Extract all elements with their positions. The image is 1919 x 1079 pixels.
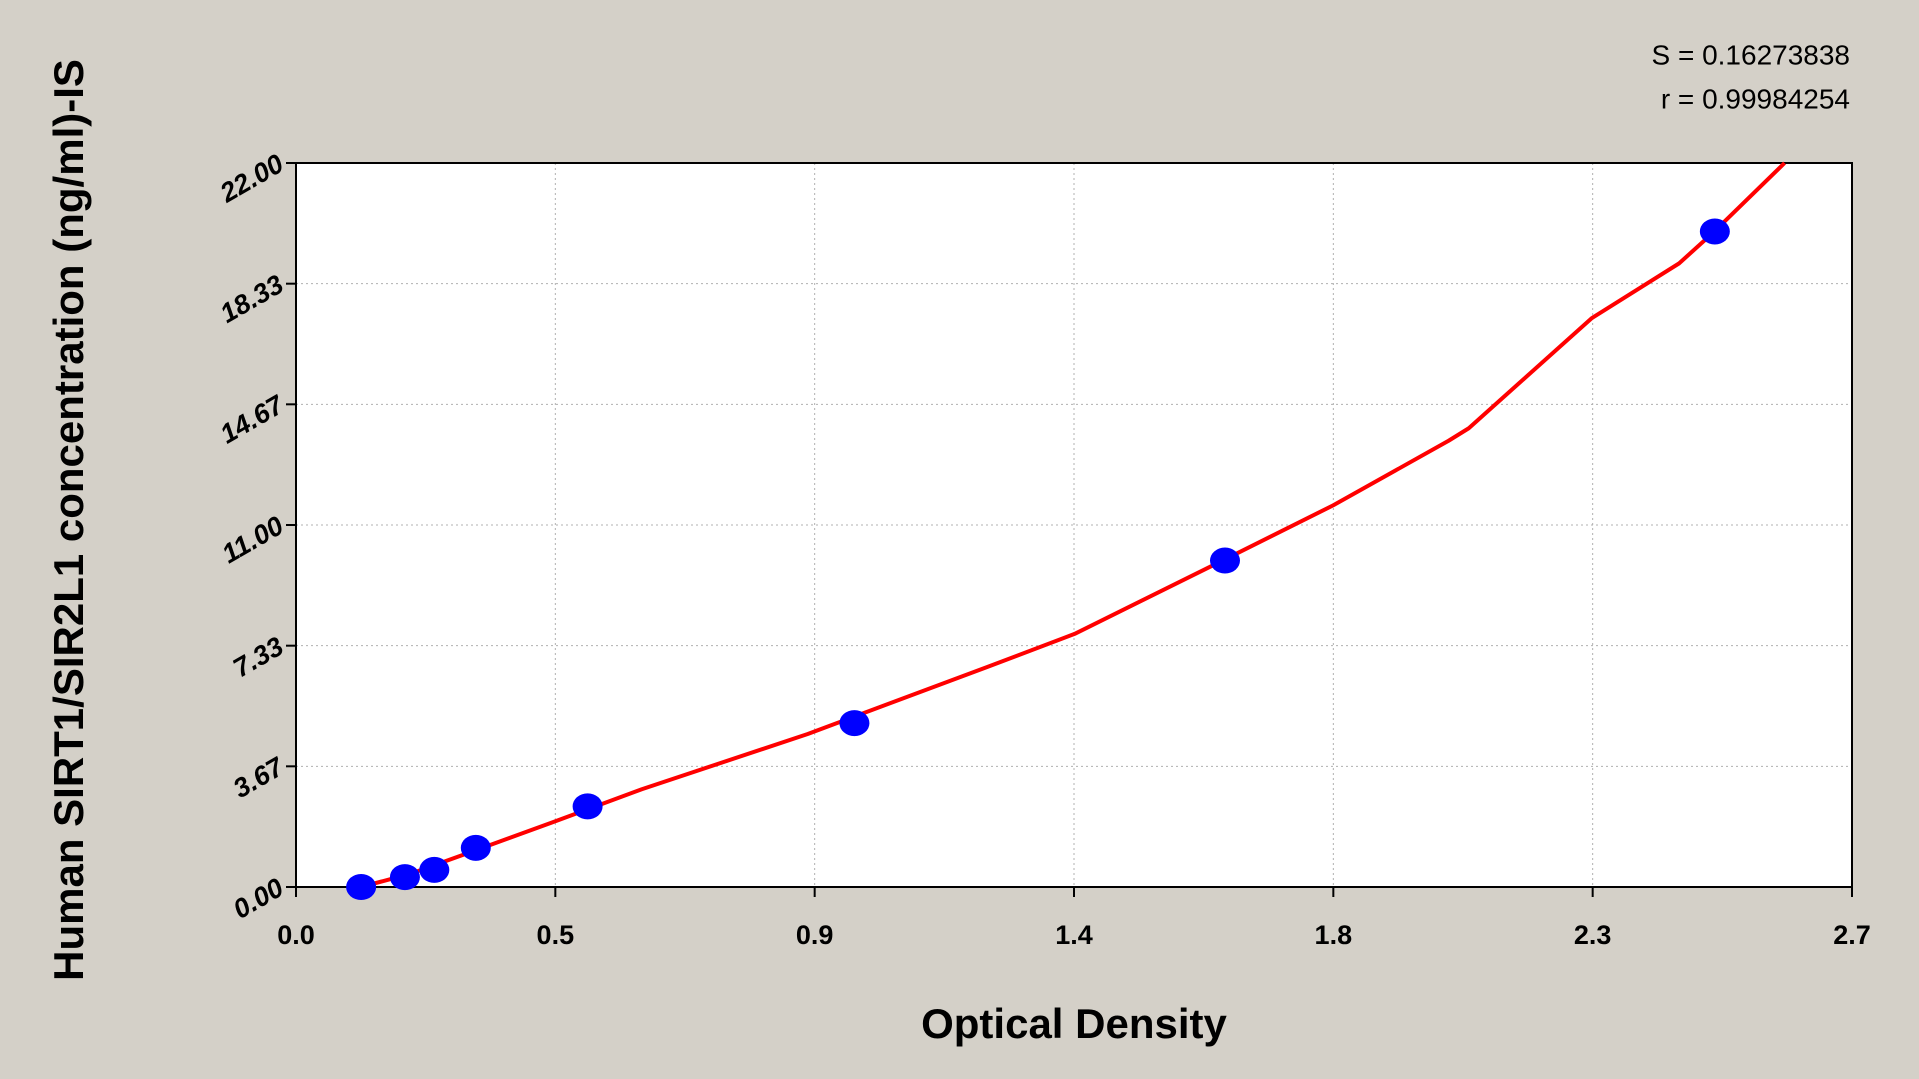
fit-curve [360,161,1786,889]
x-tick-label: 0.0 [277,920,315,950]
annotation: r = 0.99984254 [1661,83,1850,114]
x-tick-label: 2.7 [1833,920,1871,950]
y-axis-label: Human SIRT1/SIR2L1 concentration (ng/ml)… [45,59,92,981]
data-point [839,710,870,737]
y-tick-label: 0.00 [228,872,289,924]
y-tick-label: 11.00 [217,510,289,569]
x-tick-label: 0.5 [537,920,575,950]
data-point [1209,547,1240,574]
y-tick-label: 18.33 [215,269,289,329]
y-tick-label: 3.67 [228,751,290,804]
y-tick-label: 7.33 [228,631,289,683]
data-point [346,874,377,900]
data-point [572,793,603,820]
data-point [419,856,450,883]
x-tick-label: 2.3 [1574,920,1612,950]
x-tick-label: 1.8 [1315,920,1353,950]
annotation: S = 0.16273838 [1651,39,1850,70]
x-tick-label: 0.9 [796,920,834,950]
y-tick-label: 14.67 [215,389,290,450]
x-tick-label: 1.4 [1055,920,1093,950]
plot-frame [295,162,1853,888]
data-point [1699,218,1730,245]
x-axis-label: Optical Density [921,1000,1227,1047]
data-point [389,864,420,891]
y-tick-label: 22.00 [214,148,288,208]
data-point [460,834,491,861]
